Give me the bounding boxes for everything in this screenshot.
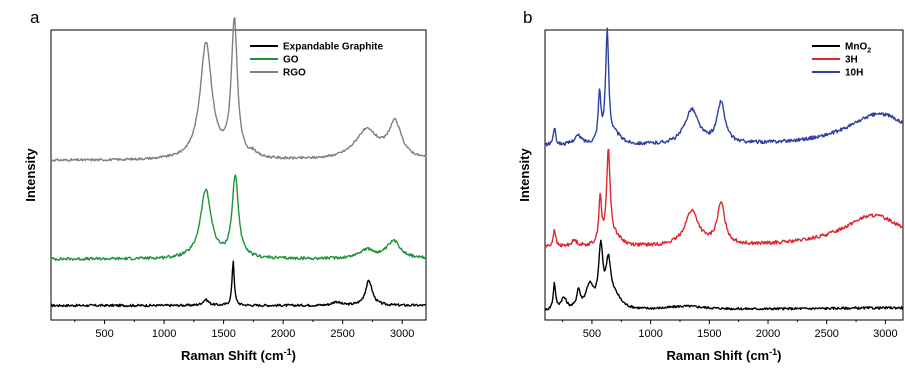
panel-b: b 500 1000 1500 2000 2500 3000 Raman Shift (cm-… [517, 8, 904, 363]
series-line-expandable-graphite [50, 260, 427, 308]
x-tick-label: 3000 [873, 328, 897, 340]
legend-label: Expandable Graphite [283, 42, 383, 53]
x-axis-label: Raman Shift (cm-1) [181, 347, 296, 363]
series-line-10h [544, 27, 904, 147]
x-tick-label: 1000 [152, 328, 176, 340]
x-tick-label: 500 [95, 328, 113, 340]
x-tick-label: 1000 [638, 328, 662, 340]
y-axis-label: Intensity [23, 148, 38, 202]
x-tick-label: 3000 [390, 328, 414, 340]
series-line-3h [544, 148, 904, 248]
x-tick-label: 1500 [211, 328, 235, 340]
panel-label: b [523, 8, 532, 27]
legend-label: RGO [283, 68, 306, 79]
legend-label: MnO2 [845, 42, 871, 55]
series-line-mno2 [544, 239, 904, 311]
panel-label: a [30, 8, 40, 27]
legend: Expandable Graphite GO RGO [250, 42, 383, 79]
x-tick-label: 2500 [330, 328, 354, 340]
panel-a: a 500 1000 1500 2000 2500 3000 Raman Shift (cm-… [23, 8, 427, 363]
x-tick-label: 2500 [814, 328, 838, 340]
series-line-rgo [50, 17, 427, 162]
plot-frame [544, 29, 904, 321]
x-tick-label: 500 [583, 328, 601, 340]
plot-frame [50, 29, 427, 321]
x-axis-label: Raman Shift (cm-1) [667, 347, 782, 363]
x-tick-label: 2000 [271, 328, 295, 340]
y-axis-label: Intensity [517, 148, 532, 202]
x-tick-label: 2000 [756, 328, 780, 340]
legend-label: GO [283, 55, 299, 66]
series-line-go [50, 174, 427, 261]
legend-label: 3H [845, 55, 858, 66]
legend-label: 10H [845, 68, 863, 79]
x-tick-label: 1500 [697, 328, 721, 340]
